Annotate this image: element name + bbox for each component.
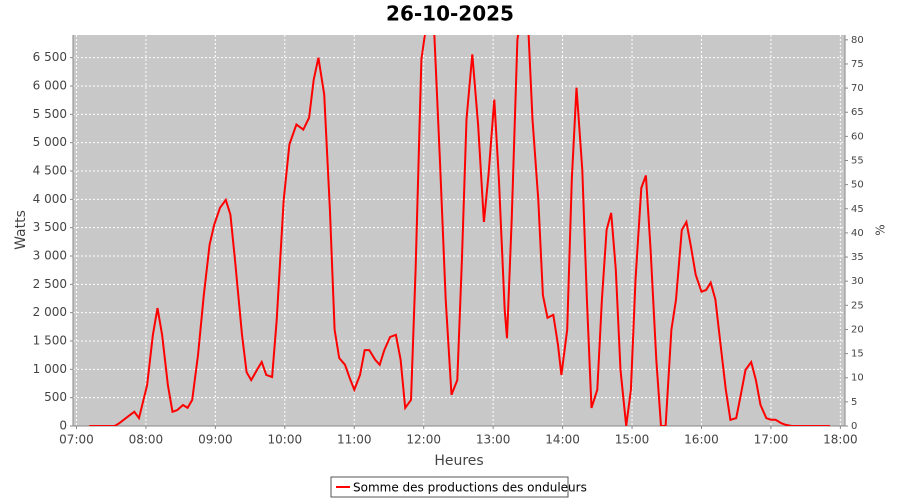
y2-tick-label: 80	[851, 35, 864, 46]
y-tick-label: 3 000	[33, 249, 67, 263]
y2-axis-label: %	[874, 224, 888, 235]
y2-tick-label: 0	[851, 421, 857, 432]
series-line	[89, 35, 830, 426]
y-tick-label: 4 500	[33, 164, 67, 178]
x-tick-label: 18:00	[823, 433, 858, 447]
chart-title: 26-10-2025	[386, 2, 514, 26]
x-tick-label: 11:00	[337, 433, 372, 447]
y2-tick-label: 50	[851, 180, 864, 191]
y-axis-label: Watts	[13, 210, 29, 250]
y-tick-label: 0	[59, 419, 67, 433]
y2-tick-label: 45	[851, 204, 864, 215]
y-tick-label: 6 500	[33, 50, 67, 64]
y-tick-label: 500	[44, 390, 67, 404]
y-tick-label: 2 500	[33, 277, 67, 291]
y2-tick-label: 35	[851, 252, 864, 263]
x-tick-label: 07:00	[59, 433, 94, 447]
x-tick-label: 09:00	[198, 433, 233, 447]
y-tick-label: 5 500	[33, 107, 67, 121]
y2-tick-label: 75	[851, 59, 864, 70]
y2-tick-label: 70	[851, 83, 864, 94]
y-tick-label: 4 000	[33, 192, 67, 206]
y2-tick-label: 60	[851, 131, 864, 142]
x-tick-label: 16:00	[684, 433, 719, 447]
y2-tick-label: 10	[851, 373, 864, 384]
x-axis-label: Heures	[434, 453, 483, 469]
y2-tick-label: 5	[851, 397, 857, 408]
y2-tick-label: 40	[851, 228, 864, 239]
y-tick-label: 3 500	[33, 220, 67, 234]
y-tick-label: 6 000	[33, 79, 67, 93]
y2-tick-label: 55	[851, 156, 864, 167]
x-tick-label: 13:00	[476, 433, 511, 447]
y-tick-label: 5 000	[33, 135, 67, 149]
y2-tick-label: 65	[851, 107, 864, 118]
x-tick-label: 14:00	[545, 433, 580, 447]
y2-tick-label: 15	[851, 349, 864, 360]
legend-box	[330, 476, 569, 498]
y2-tick-label: 25	[851, 300, 864, 311]
y2-tick-label: 20	[851, 324, 864, 335]
x-tick-label: 10:00	[268, 433, 303, 447]
x-tick-label: 15:00	[615, 433, 650, 447]
legend-label: Somme des productions des onduleurs	[353, 481, 587, 495]
y-tick-label: 1 500	[33, 334, 67, 348]
y-tick-label: 2 000	[33, 305, 67, 319]
y-tick-label: 1 000	[33, 362, 67, 376]
x-tick-label: 12:00	[406, 433, 441, 447]
x-tick-label: 17:00	[754, 433, 789, 447]
plot-area	[73, 35, 845, 426]
y2-tick-label: 30	[851, 276, 864, 287]
x-tick-label: 08:00	[129, 433, 164, 447]
